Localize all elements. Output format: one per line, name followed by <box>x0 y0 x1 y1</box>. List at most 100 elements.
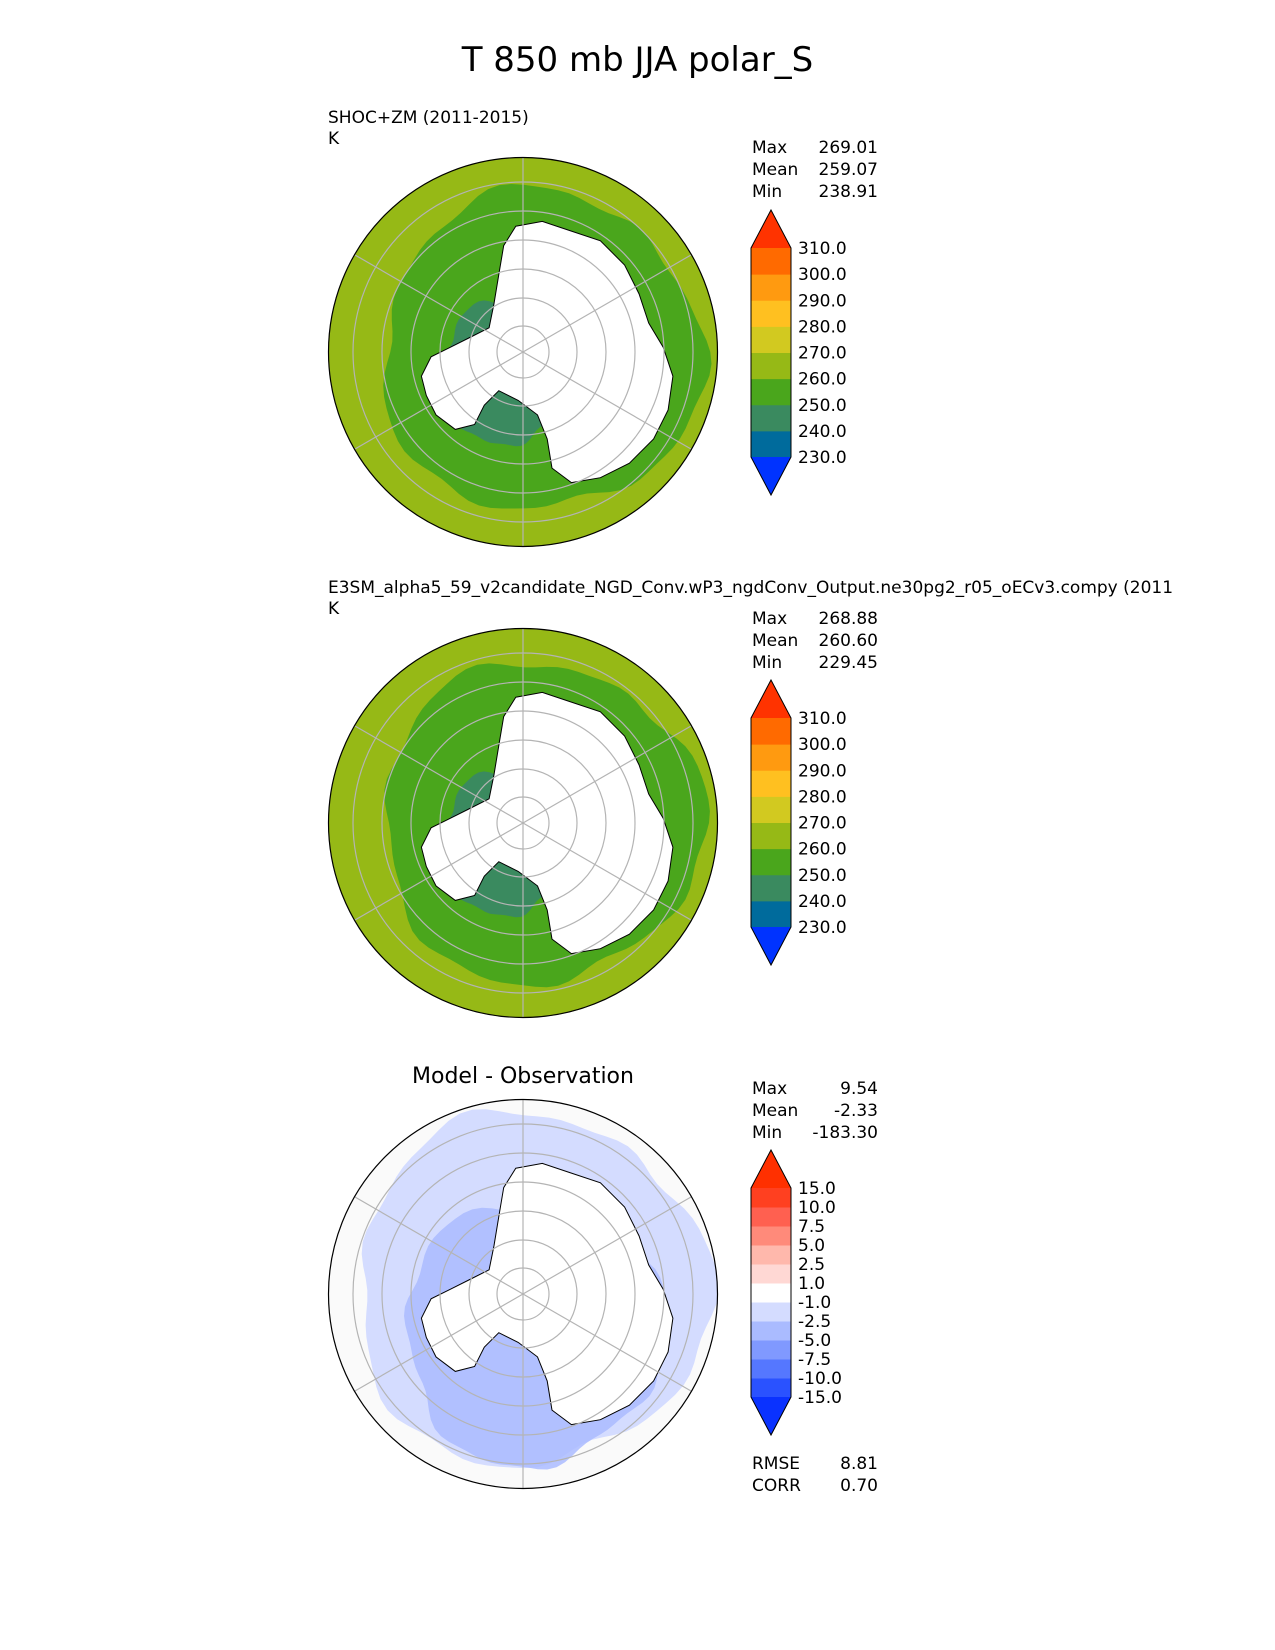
colorbar-tick-label: 250.0 <box>798 866 847 886</box>
graticule-meridian <box>522 1195 693 1295</box>
colorbar-segment <box>751 430 791 458</box>
colorbar-tick-label: -5.0 <box>798 1331 831 1351</box>
colorbar-tick-label: -15.0 <box>798 1388 842 1408</box>
colorbar-segment <box>751 874 791 902</box>
colorbar-tick-label: 290.0 <box>798 761 847 781</box>
map-frame <box>327 1098 719 1490</box>
colorbar-tick-label: 15.0 <box>798 1179 836 1199</box>
panel-2-stat-value: 268.88 <box>818 609 878 629</box>
graticule-meridian <box>353 1195 524 1295</box>
colorbar-tick-label: 5.0 <box>798 1236 825 1256</box>
panel-2-stat-label: Mean <box>752 631 799 651</box>
colorbar-tick-label: 230.0 <box>798 918 847 938</box>
antarctica-land <box>420 691 674 955</box>
colorbar-extend-max <box>751 210 791 248</box>
colorbar-extend-max <box>751 1150 791 1188</box>
colorbar-tick-label: 1.0 <box>798 1274 825 1294</box>
colorbar-tick-label: 260.0 <box>798 370 847 390</box>
panel-3-stat-value: 9.54 <box>840 1079 878 1099</box>
colorbar-segment <box>751 1188 791 1208</box>
colorbar-tick-label: -1.0 <box>798 1293 831 1313</box>
colorbar-tick-label: 300.0 <box>798 735 847 755</box>
colorbar-tick-label: 240.0 <box>798 422 847 442</box>
antarctica-land <box>420 1162 674 1426</box>
panel-3-stat-label: Mean <box>752 1101 799 1121</box>
colorbar-segment <box>751 248 791 275</box>
panel-3-title: Model - Observation <box>412 1064 634 1089</box>
colorbar-tick-label: -10.0 <box>798 1369 842 1389</box>
colorbar-tick-label: -7.5 <box>798 1350 831 1370</box>
colorbar-tick-label: 300.0 <box>798 265 847 285</box>
colorbar-segment <box>751 1264 791 1284</box>
colorbar-segment <box>751 1302 791 1322</box>
colorbar-tick-label: 270.0 <box>798 814 847 834</box>
colorbar-extend-min <box>751 1397 791 1435</box>
panel-3-stat-label: Max <box>752 1079 788 1099</box>
colorbar-segment <box>751 1245 791 1265</box>
colorbar-segment <box>751 274 791 301</box>
colorbar-extend-max <box>751 680 791 718</box>
colorbar-tick-label: 240.0 <box>798 892 847 912</box>
colorbar-segment <box>751 848 791 876</box>
metric-label: RMSE <box>752 1454 801 1474</box>
graticule-meridian <box>353 1293 524 1393</box>
graticule-meridian <box>353 253 524 353</box>
graticule-meridian <box>353 351 524 451</box>
panel-1-stat-label: Max <box>752 138 788 158</box>
colorbar-outline <box>750 1148 792 1437</box>
panel-2-polar-map <box>327 627 719 1019</box>
colorbar-tick-label: 2.5 <box>798 1255 825 1275</box>
panel-3-stat-value: -2.33 <box>834 1101 878 1121</box>
colorbar-tick-label: 260.0 <box>798 840 847 860</box>
panel-3-stats: Max 9.54 Mean -2.33 Min -183.30 <box>752 1078 878 1144</box>
colorbar-tick-label: 280.0 <box>798 787 847 807</box>
panel-1-stat-label: Mean <box>752 160 799 180</box>
colorbar-segment <box>751 326 791 353</box>
colorbar-segment <box>751 1378 791 1398</box>
colorbar-outline <box>750 678 792 967</box>
panel-2-colorbar: 230.0 240.0 250.0 260.0 270.0 280.0 290.0 300.0… <box>750 678 847 967</box>
panel-1-heading: SHOC+ZM (2011-2015) <box>328 108 529 128</box>
panel-1-stat-label: Min <box>752 182 783 202</box>
panel-2-stat-value: 260.60 <box>818 631 878 651</box>
panel-2-stat-label: Min <box>752 653 783 673</box>
colorbar-segment <box>751 1359 791 1379</box>
metric-value: 0.70 <box>840 1476 878 1496</box>
colorbar-segment <box>751 1340 791 1360</box>
panel-1-polar-map <box>327 156 719 548</box>
panel-2-stat-value: 229.45 <box>818 653 878 673</box>
panel-3-polar-map <box>327 1098 719 1490</box>
panel-1-stat-value: 238.91 <box>818 182 878 202</box>
colorbar-segment <box>751 1207 791 1227</box>
panel-1-units: K <box>328 129 340 149</box>
graticule-meridian <box>353 724 524 824</box>
colorbar-segment <box>751 300 791 327</box>
colorbar-segment <box>751 404 791 432</box>
colorbar-tick-label: -2.5 <box>798 1312 831 1332</box>
colorbar-extend-min <box>751 457 791 495</box>
map-frame <box>327 627 719 1019</box>
colorbar-segment <box>751 352 791 380</box>
colorbar-tick-label: 280.0 <box>798 317 847 337</box>
panel-3-stat-label: Min <box>752 1123 783 1143</box>
colorbar-extend-min <box>751 927 791 965</box>
colorbar-tick-label: 270.0 <box>798 344 847 364</box>
colorbar-segment <box>751 1321 791 1341</box>
panel-1-stat-value: 259.07 <box>818 160 878 180</box>
metric-label: CORR <box>752 1476 801 1496</box>
colorbar-segment <box>751 900 791 928</box>
map-field <box>328 628 718 1018</box>
colorbar-segment <box>751 822 791 850</box>
map-field <box>328 157 718 547</box>
colorbar-segment <box>751 1283 791 1303</box>
antarctica-land <box>420 220 674 484</box>
colorbar-segment <box>751 744 791 771</box>
panel-1-colorbar: 230.0 240.0 250.0 260.0 270.0 280.0 290.0 300.0… <box>750 208 847 497</box>
panel-2-stats: Max 268.88 Mean 260.60 Min 229.45 <box>752 608 878 674</box>
map-frame <box>327 156 719 548</box>
panel-1-stat-value: 269.01 <box>818 138 878 158</box>
colorbar-segment <box>751 796 791 823</box>
metric-value: 8.81 <box>840 1454 878 1474</box>
map-field <box>328 1099 718 1489</box>
colorbar-segment <box>751 770 791 797</box>
